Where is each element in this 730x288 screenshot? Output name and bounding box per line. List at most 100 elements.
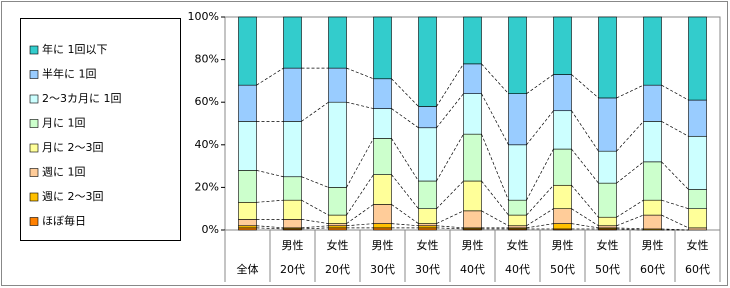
legend-label: 月に 2～3回 — [42, 141, 104, 154]
bar-segment — [238, 202, 257, 220]
series-connector — [391, 223, 419, 227]
legend-swatch — [29, 45, 39, 55]
bar-segment — [508, 214, 527, 227]
bar-segment — [598, 216, 617, 227]
bar-segment — [463, 180, 482, 212]
x-tick-label: 男性 — [552, 238, 574, 252]
bar-segment — [508, 199, 527, 216]
bar-segment — [508, 16, 527, 94]
series-connector — [661, 84, 689, 101]
bar-segment — [643, 84, 662, 122]
legend-label: 週に 1回 — [42, 166, 86, 179]
bar-segment — [283, 16, 302, 69]
bar-segment — [598, 225, 617, 229]
series-connector — [256, 227, 284, 230]
x-tick-label: 50代 — [595, 263, 620, 276]
bar-segment — [283, 199, 302, 220]
bar-segment — [283, 219, 302, 229]
bar-segment — [373, 78, 392, 109]
series-connector — [256, 225, 284, 229]
bar-segment — [328, 101, 347, 188]
x-tick-label: 男性 — [462, 238, 484, 252]
bar-segment — [328, 225, 347, 229]
series-connector — [616, 161, 644, 184]
legend-swatch — [29, 192, 39, 202]
x-tick-label: 40代 — [505, 263, 530, 276]
bar-segment — [328, 187, 347, 216]
bar-segment — [598, 182, 617, 218]
series-connector — [571, 208, 599, 227]
x-tick-label: 女性 — [597, 238, 619, 252]
x-tick-label: 30代 — [370, 263, 395, 276]
x-tick-label: 60代 — [685, 263, 710, 276]
legend-swatch — [29, 168, 39, 177]
series-connector — [346, 204, 374, 224]
series-connector — [571, 185, 599, 218]
bar-segment — [643, 199, 662, 216]
series-connector — [481, 134, 509, 201]
series-connector — [346, 223, 374, 227]
legend-swatch — [29, 70, 39, 79]
x-tick-label: 男性 — [282, 238, 304, 252]
legend-label: 年に 1回以下 — [42, 42, 108, 56]
bar-segment — [688, 208, 707, 229]
series-connector — [346, 174, 374, 216]
x-tick-label: 全体 — [237, 262, 259, 276]
bar-segment — [238, 84, 257, 122]
bar-segment — [373, 174, 392, 205]
bar-segment — [373, 204, 392, 224]
y-tick-label: 60% — [195, 95, 219, 108]
bar-segment — [418, 180, 437, 209]
series-connector — [616, 199, 644, 218]
bar-segment — [598, 97, 617, 152]
x-tick-label: 30代 — [415, 263, 440, 276]
series-connector — [256, 67, 284, 86]
legend-swatch — [29, 119, 39, 128]
bar-segment — [553, 16, 572, 75]
bar-segment — [418, 127, 437, 182]
bar-segment — [508, 93, 527, 146]
series-connector — [301, 101, 329, 122]
series-connector — [301, 199, 329, 216]
bar-segment — [238, 170, 257, 203]
series-connector — [481, 210, 509, 227]
series-connector — [661, 121, 689, 137]
bar-segment — [418, 225, 437, 229]
bar-segment — [688, 16, 707, 101]
series-connector — [571, 74, 599, 99]
y-tick-label: 40% — [195, 138, 219, 151]
bar-segment — [373, 227, 392, 231]
series-connector — [436, 227, 464, 230]
bar-segment — [598, 16, 617, 99]
bar-segment — [553, 223, 572, 230]
series-connector — [661, 228, 689, 231]
bar-segment — [283, 67, 302, 122]
series-connector — [391, 204, 419, 224]
series-connector — [301, 225, 329, 229]
x-tick-label: 女性 — [687, 238, 709, 252]
bar-segment — [553, 208, 572, 224]
bar-segment — [643, 161, 662, 201]
series-connector — [301, 227, 329, 230]
bar-segment — [283, 176, 302, 201]
x-tick-label: 女性 — [327, 238, 349, 252]
legend-swatch — [29, 94, 39, 104]
series-connector — [571, 223, 599, 229]
bar-segment — [553, 184, 572, 210]
series-connector — [481, 180, 509, 216]
series-connector — [391, 138, 419, 182]
series-connector — [436, 180, 464, 209]
y-tick-label: 100% — [188, 10, 219, 23]
bar-segment — [373, 138, 392, 175]
series-connector — [256, 199, 284, 203]
bar-segment — [463, 133, 482, 182]
series-connector — [616, 121, 644, 152]
x-tick-label: 男性 — [642, 238, 664, 252]
bar-segment — [688, 189, 707, 209]
series-connector — [526, 110, 554, 146]
bar-segment — [238, 121, 257, 171]
series-connector — [571, 110, 599, 152]
bar-segment — [688, 227, 707, 231]
x-tick-label: 女性 — [507, 238, 529, 252]
